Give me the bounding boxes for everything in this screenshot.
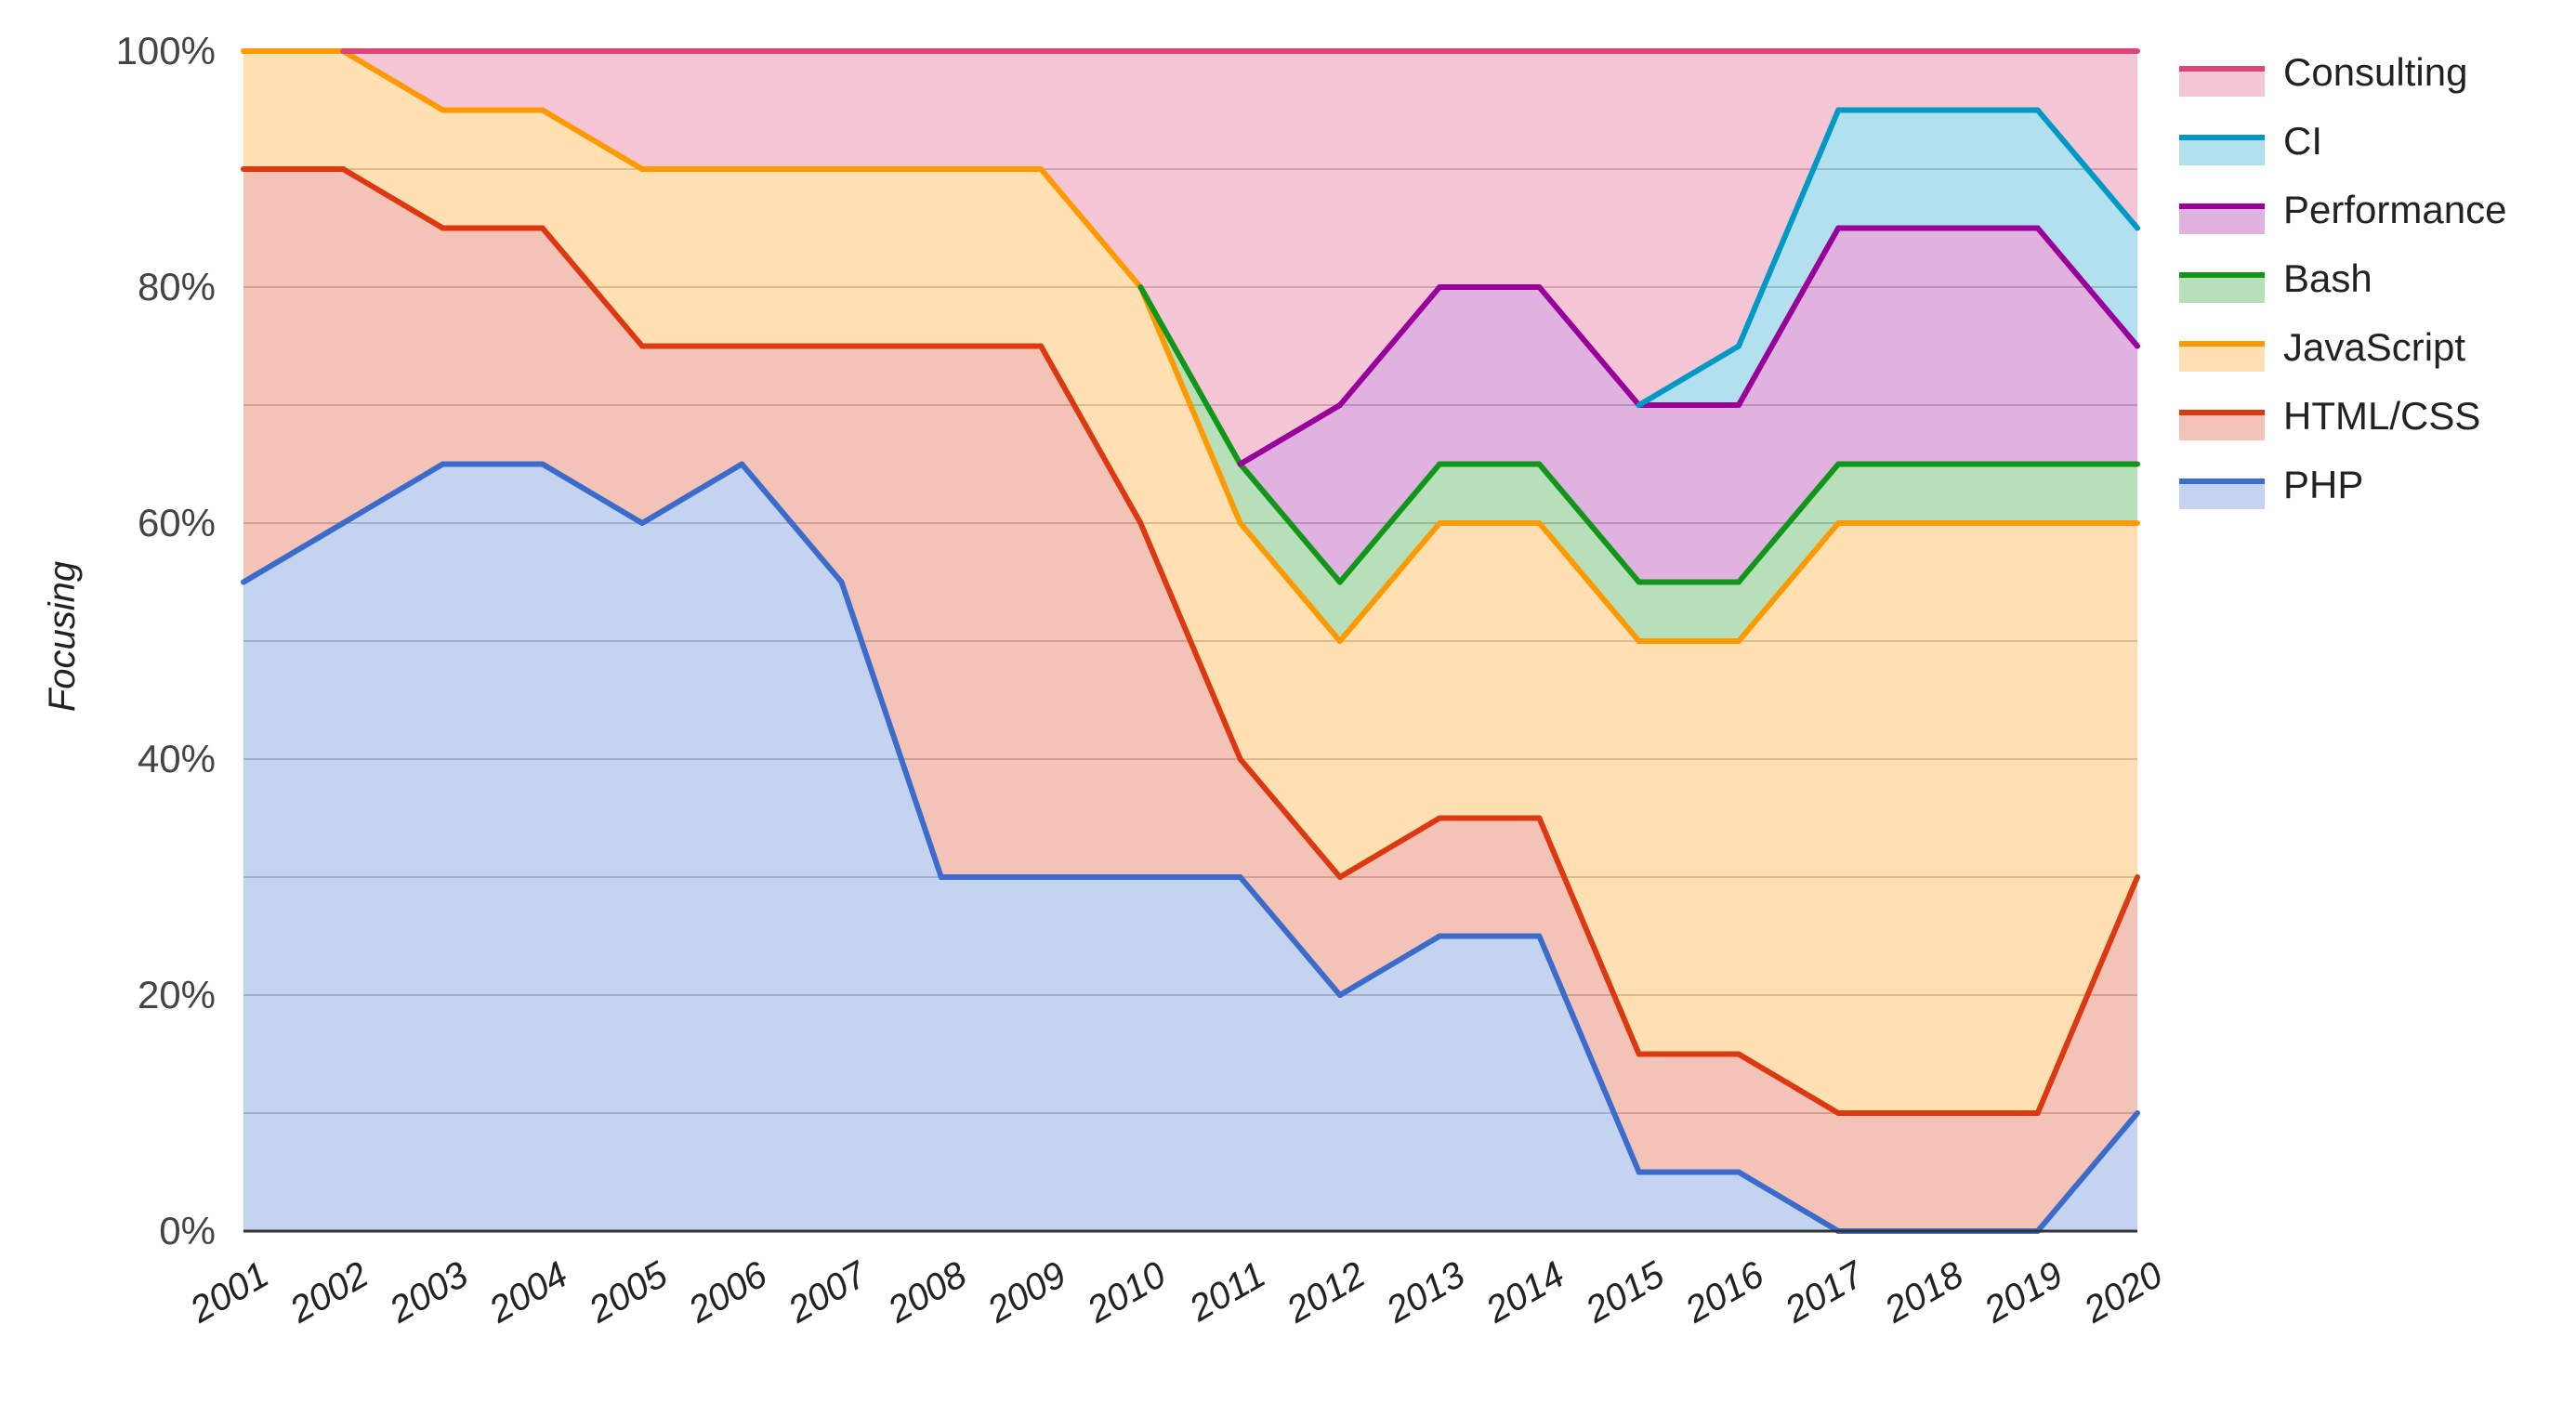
area-javascript	[243, 51, 2137, 1113]
line-html-css-seg-3	[539, 225, 646, 349]
x-tick-label: 2015	[1578, 1253, 1672, 1331]
legend-swatch-javascript	[2179, 344, 2265, 372]
line-javascript-seg-10	[1237, 520, 1343, 644]
legend-swatch-html-css	[2179, 413, 2265, 440]
x-tick-label: 2003	[382, 1254, 475, 1331]
x-tick-label: 2020	[2077, 1254, 2170, 1331]
line-bash-seg-9	[1137, 284, 1243, 467]
x-tick-label: 2002	[283, 1254, 375, 1331]
line-performance-seg-15	[1735, 225, 1842, 408]
x-tick-label: 2013	[1379, 1254, 1472, 1331]
x-tick-label: 2005	[582, 1253, 676, 1331]
y-tick-label: 60%	[138, 501, 216, 544]
x-tick-label: 2008	[880, 1253, 974, 1331]
line-html-css-seg-10	[1237, 756, 1343, 880]
y-axis-title: Focusing	[42, 561, 83, 712]
line-html-css-seg-13	[1536, 815, 1642, 1057]
line-ci-seg-15	[1735, 107, 1842, 349]
line-html-css-seg-9	[1137, 520, 1243, 762]
line-bash-seg-11	[1336, 461, 1443, 585]
x-tick-label: 2004	[481, 1254, 574, 1331]
y-tick-label: 100%	[116, 29, 216, 72]
legend-label-html-css: HTML/CSS	[2283, 394, 2480, 438]
x-tick-label: 2016	[1678, 1253, 1772, 1331]
legend-swatch-bash	[2179, 275, 2265, 303]
line-php-seg-6	[838, 579, 944, 880]
line-javascript-seg-9	[1137, 284, 1243, 526]
area-consulting	[243, 51, 2137, 465]
line-bash-seg-15	[1735, 461, 1842, 585]
line-php-seg-0	[241, 520, 347, 585]
legend-label-ci: CI	[2283, 119, 2322, 163]
line-ci-seg-18	[2034, 107, 2140, 231]
legend-label-bash: Bash	[2283, 256, 2372, 300]
x-tick-label: 2012	[1279, 1254, 1372, 1331]
line-php-seg-18	[2034, 1110, 2140, 1234]
line-javascript-seg-8	[1038, 166, 1144, 290]
area-performance	[243, 51, 2137, 583]
legend-label-php: PHP	[2283, 463, 2363, 506]
line-bash-seg-10	[1237, 461, 1343, 585]
line-javascript-seg-11	[1336, 520, 1443, 644]
line-performance-seg-10	[1237, 402, 1343, 467]
x-tick-label: 2014	[1479, 1254, 1571, 1331]
line-html-css-seg-18	[2034, 874, 2140, 1116]
line-php-seg-13	[1536, 933, 1642, 1175]
x-tick-label: 2011	[1182, 1254, 1272, 1331]
line-php-seg-4	[639, 461, 745, 526]
legend-label-consulting: Consulting	[2283, 50, 2467, 94]
legend-swatch-ci	[2179, 138, 2265, 165]
line-php-seg-15	[1735, 1169, 1842, 1234]
line-php-seg-1	[340, 461, 446, 526]
line-html-css-seg-11	[1336, 815, 1443, 880]
line-performance-seg-11	[1336, 284, 1443, 408]
line-php-seg-5	[739, 461, 845, 585]
x-tick-label: 2010	[1080, 1254, 1173, 1331]
line-javascript-seg-1	[340, 48, 446, 113]
series-lines	[241, 48, 2140, 1234]
line-performance-seg-18	[2034, 225, 2140, 349]
x-tick-label: 2009	[980, 1254, 1073, 1331]
x-tick-label: 2017	[1778, 1253, 1872, 1331]
x-tick-label: 2018	[1877, 1253, 1971, 1331]
y-tick-label: 20%	[138, 973, 216, 1016]
y-tick-label: 40%	[138, 737, 216, 780]
line-ci-seg-14	[1636, 343, 1741, 408]
legend-swatch-consulting	[2179, 69, 2265, 97]
y-tick-label: 0%	[159, 1209, 216, 1252]
legend-swatch-php	[2179, 481, 2265, 509]
line-php-seg-3	[539, 461, 646, 526]
line-html-css-seg-8	[1038, 343, 1144, 526]
line-performance-seg-13	[1536, 284, 1642, 408]
x-tick-label: 2001	[183, 1254, 276, 1331]
line-bash-seg-13	[1536, 461, 1642, 585]
legend: Consulting CI Performance Bash JavaScript HTM…	[2179, 50, 2506, 509]
line-html-css-seg-1	[340, 166, 446, 231]
x-tick-label: 2007	[781, 1253, 874, 1331]
area-php	[243, 464, 2137, 1231]
y-tick-label: 80%	[138, 265, 216, 308]
x-tick-label: 2006	[681, 1253, 775, 1331]
line-html-css-seg-15	[1735, 1051, 1842, 1116]
line-javascript-seg-3	[539, 107, 646, 172]
x-tick-label: 2019	[1977, 1254, 2070, 1331]
legend-label-javascript: JavaScript	[2283, 325, 2465, 369]
series-areas	[243, 51, 2137, 1231]
line-php-seg-11	[1336, 933, 1443, 998]
line-php-seg-10	[1237, 874, 1343, 998]
legend-swatch-performance	[2179, 206, 2265, 234]
legend-label-performance: Performance	[2283, 188, 2506, 231]
area-html-css	[243, 169, 2137, 1231]
line-javascript-seg-13	[1536, 520, 1642, 644]
line-javascript-seg-15	[1735, 520, 1842, 644]
